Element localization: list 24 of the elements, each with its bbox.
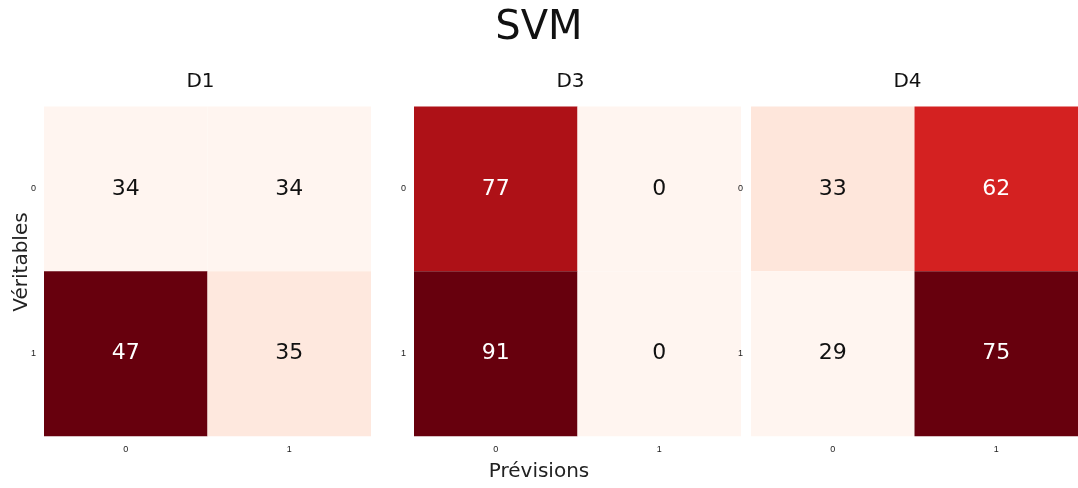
data-label: 29 bbox=[818, 339, 847, 365]
y-axis-title: Véritables bbox=[8, 211, 32, 314]
chart-title: D4 bbox=[892, 68, 923, 92]
data-label: 34 bbox=[275, 174, 304, 200]
data-label: 77 bbox=[481, 174, 510, 200]
x-tick-label: 0 bbox=[830, 444, 836, 455]
data-label: 34 bbox=[111, 174, 140, 200]
data-label: 62 bbox=[982, 174, 1011, 200]
x-tick-label: 1 bbox=[286, 444, 292, 455]
x-tick-label: 0 bbox=[493, 444, 499, 455]
x-tick-label: 1 bbox=[656, 444, 662, 455]
chart-title: D3 bbox=[555, 68, 586, 92]
data-label: 0 bbox=[652, 339, 667, 365]
data-label: 35 bbox=[275, 339, 304, 365]
x-axis-title: Prévisions bbox=[487, 458, 591, 482]
text: SVM bbox=[494, 2, 584, 48]
x-tick-label: 1 bbox=[993, 444, 999, 455]
data-label: 91 bbox=[481, 339, 510, 365]
data-label: 47 bbox=[111, 339, 140, 365]
data-label: 75 bbox=[982, 339, 1011, 365]
data-label: 0 bbox=[652, 174, 667, 200]
chart-title: D1 bbox=[185, 68, 216, 92]
x-tick-label: 0 bbox=[123, 444, 129, 455]
data-label: 33 bbox=[818, 174, 847, 200]
